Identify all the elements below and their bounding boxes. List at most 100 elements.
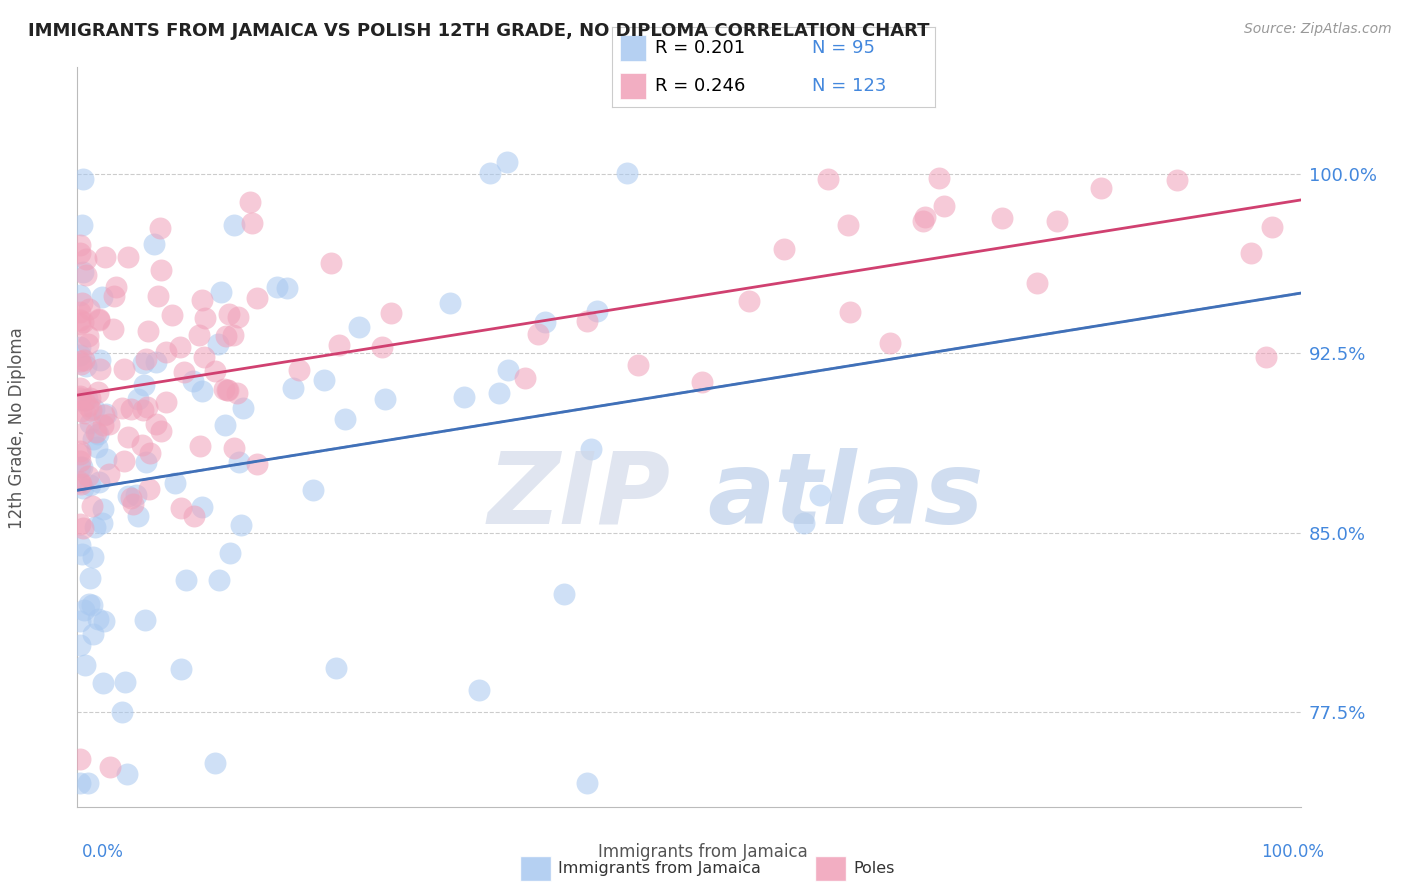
Point [79, 416, 101, 430]
Point [217, 383, 239, 397]
Text: R = 0.246: R = 0.246 [655, 77, 745, 95]
Point [575, 776, 598, 790]
Point [69, 475, 91, 489]
Point [72, 172, 94, 186]
Point [72, 547, 94, 561]
Point [69, 776, 91, 790]
Point [69, 447, 91, 461]
Point [575, 314, 598, 328]
Point [93, 614, 115, 628]
Point [150, 424, 173, 438]
Point [127, 392, 149, 406]
Point [148, 221, 170, 235]
Text: N = 95: N = 95 [813, 39, 875, 57]
Point [70, 218, 93, 232]
Point [87, 385, 110, 400]
Point [91, 675, 114, 690]
Point [69, 357, 91, 371]
FancyBboxPatch shape [620, 72, 645, 99]
Point [82, 627, 104, 641]
Point [73, 353, 96, 368]
Point [229, 518, 252, 533]
Point [69, 614, 91, 628]
Point [1166, 173, 1188, 187]
Point [69, 454, 91, 468]
Point [553, 587, 575, 601]
Point [145, 417, 167, 432]
Point [380, 306, 402, 320]
Point [91, 516, 114, 530]
Point [131, 438, 153, 452]
Point [808, 488, 831, 502]
Point [240, 216, 263, 230]
Point [82, 599, 104, 613]
Point [914, 210, 936, 224]
Point [69, 313, 91, 327]
Point [69, 340, 91, 354]
Point [72, 264, 94, 278]
Point [75, 359, 97, 373]
Point [207, 336, 229, 351]
Point [70, 404, 93, 418]
Point [87, 313, 110, 327]
Point [77, 469, 100, 483]
Point [134, 377, 156, 392]
Text: Poles: Poles [853, 862, 894, 876]
Point [89, 312, 111, 326]
Point [69, 353, 91, 368]
Point [347, 320, 370, 334]
Point [89, 361, 111, 376]
Point [77, 776, 100, 790]
Point [266, 280, 288, 294]
Point [84, 520, 107, 534]
Point [82, 549, 104, 564]
Point [69, 389, 91, 403]
Point [155, 394, 177, 409]
Point [93, 408, 115, 422]
Point [105, 279, 128, 293]
Point [371, 340, 394, 354]
Point [513, 370, 536, 384]
Point [69, 638, 91, 652]
Point [879, 336, 901, 351]
Point [83, 402, 105, 417]
Point [912, 214, 935, 228]
Point [239, 194, 262, 209]
Point [114, 675, 136, 690]
Point [169, 340, 191, 354]
Point [69, 246, 91, 260]
Point [89, 475, 111, 489]
Point [98, 417, 121, 432]
FancyBboxPatch shape [620, 35, 645, 62]
Point [991, 211, 1014, 225]
Point [125, 488, 148, 502]
Point [111, 705, 134, 719]
Point [170, 662, 193, 676]
Point [204, 364, 226, 378]
Point [218, 546, 240, 560]
Point [837, 218, 859, 232]
Point [72, 602, 94, 616]
Point [488, 385, 510, 400]
Point [117, 429, 139, 443]
Point [772, 242, 794, 256]
Point [91, 290, 114, 304]
Point [374, 392, 396, 407]
Text: 100.0%: 100.0% [1261, 843, 1324, 861]
Point [191, 384, 214, 398]
Point [72, 315, 94, 329]
Text: N = 123: N = 123 [813, 77, 886, 95]
Point [69, 444, 91, 458]
Point [932, 199, 955, 213]
Point [616, 166, 638, 180]
Point [145, 355, 167, 369]
Point [224, 218, 246, 232]
Point [325, 661, 347, 675]
Point [817, 171, 839, 186]
Point [496, 155, 519, 169]
Point [69, 477, 91, 491]
Point [246, 291, 269, 305]
Point [69, 752, 91, 766]
Point [91, 417, 114, 432]
Point [69, 538, 91, 552]
